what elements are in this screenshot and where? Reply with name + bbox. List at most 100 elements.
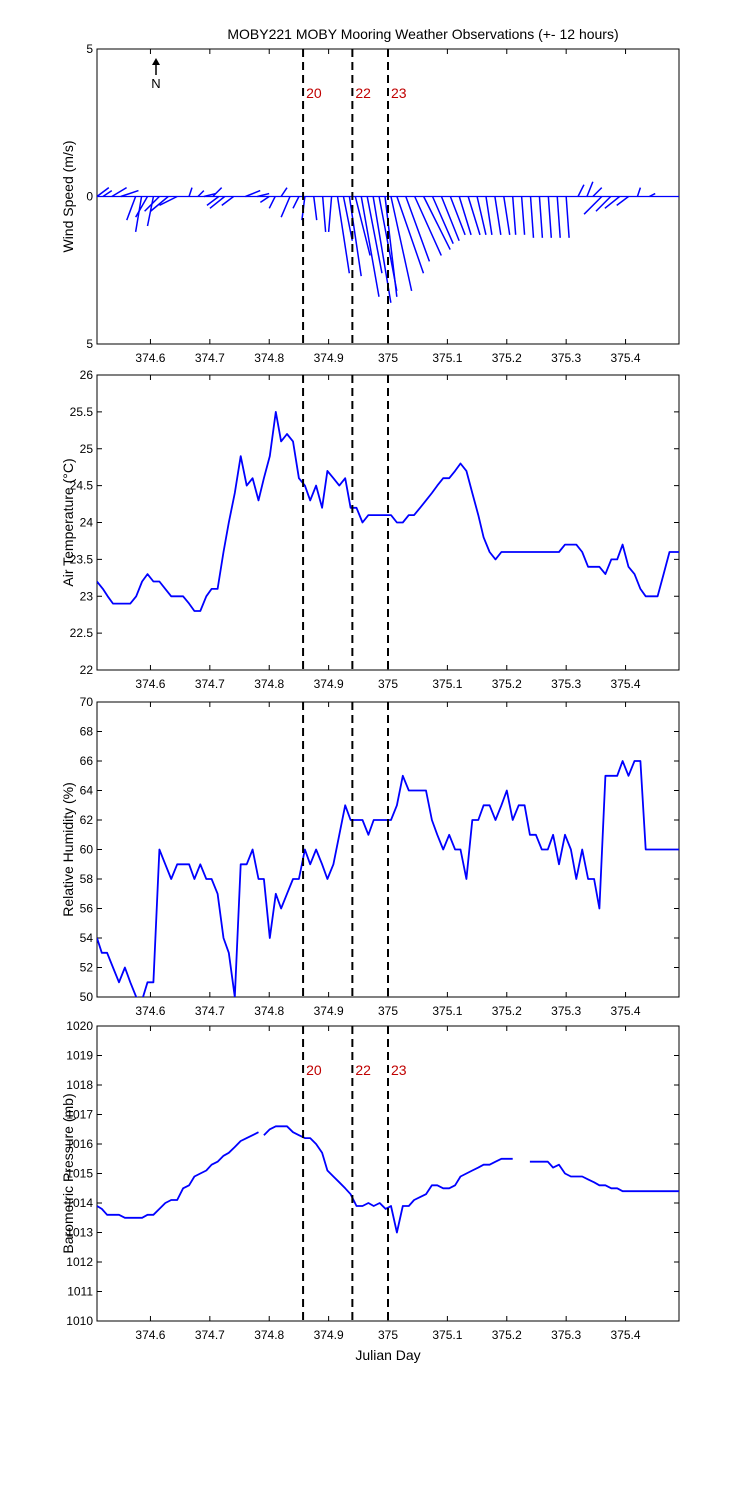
wind-vector — [102, 189, 113, 198]
marker-label: 20 — [306, 1062, 322, 1078]
wind-vector — [280, 187, 288, 197]
wind-vector — [414, 196, 442, 256]
x-tick-label: 375.2 — [492, 1328, 522, 1342]
y-tick-label: 23 — [80, 589, 94, 603]
y-tick-label: 1020 — [66, 1019, 93, 1033]
wind-vector — [150, 195, 169, 212]
y-tick-label: 24 — [80, 516, 94, 530]
y-tick-label: 68 — [80, 725, 94, 739]
wind-vector — [547, 196, 553, 238]
wind-vector — [97, 187, 110, 198]
y-tick-label: 5 — [86, 42, 93, 56]
x-tick-label: 374.7 — [195, 677, 225, 691]
wind-vector — [126, 196, 137, 221]
wind-vector — [604, 195, 621, 209]
wind-vector — [348, 196, 362, 277]
x-tick-label: 375 — [378, 1004, 398, 1018]
y-tick-label: 66 — [80, 754, 94, 768]
wind-vector — [520, 196, 526, 235]
chart-panels: 374.6 374.7 374.8 374.9 375 375.1 375.2 375.3 37… — [60, 42, 680, 1342]
wind-vector — [354, 196, 371, 256]
x-tick-label: 374.6 — [135, 351, 165, 365]
data-line — [97, 760, 679, 997]
wind-vector — [197, 190, 205, 198]
x-tick-label: 375.2 — [492, 677, 522, 691]
wind-vector — [342, 196, 354, 241]
wind-vector — [538, 196, 544, 238]
y-tick-label: 23.5 — [70, 552, 94, 566]
data-layer — [97, 410, 679, 612]
y-tick-label: 22.5 — [70, 626, 94, 640]
y-tick-label: 62 — [80, 813, 94, 827]
wind-vector — [259, 195, 270, 204]
wind-vector — [390, 196, 413, 292]
x-tick-label: 374.6 — [135, 1328, 165, 1342]
x-tick-label: 374.7 — [195, 1004, 225, 1018]
x-tick-label: 375 — [378, 677, 398, 691]
data-layer — [97, 1125, 679, 1234]
panel-1: 374.6 374.7 374.8 374.9 375 375.1 375.2 375.3 37… — [60, 42, 680, 365]
wind-vector — [648, 192, 656, 198]
wind-vector — [212, 187, 223, 198]
wind-vector — [467, 196, 481, 236]
wind-vector — [511, 196, 517, 235]
marker-label: 20 — [306, 85, 322, 101]
wind-vector — [595, 195, 612, 212]
wind-vector — [583, 195, 603, 215]
y-tick-label: 54 — [80, 931, 94, 945]
x-tick-label: 375.4 — [611, 1004, 641, 1018]
wind-vector — [431, 196, 454, 245]
wind-vector — [577, 184, 585, 197]
wind-vector — [556, 196, 561, 238]
panel-3: 374.6 374.7 374.8 374.9 375 375.1 375.2 375.3 37… — [60, 695, 680, 1018]
y-tick-label: 60 — [80, 843, 94, 857]
x-tick-label: 375.1 — [432, 1328, 462, 1342]
wind-vector — [405, 196, 431, 262]
wind-vector — [586, 181, 594, 197]
wind-vector — [188, 187, 193, 197]
x-tick-label: 375 — [378, 1328, 398, 1342]
x-tick-label: 375.2 — [492, 351, 522, 365]
x-tick-label: 374.8 — [254, 1004, 284, 1018]
marker-label: 22 — [355, 85, 371, 101]
x-tick-label: 374.9 — [314, 1328, 344, 1342]
wind-vector — [221, 195, 235, 206]
x-tick-label: 375.3 — [551, 1004, 581, 1018]
wind-vector — [360, 196, 380, 297]
y-tick-label: 1012 — [66, 1255, 93, 1269]
wind-vector — [292, 196, 300, 209]
figure-title: MOBY221 MOBY Mooring Weather Observation… — [227, 26, 618, 42]
data-layer — [97, 760, 679, 997]
y-tick-label: 1013 — [66, 1226, 93, 1240]
wind-vector — [422, 196, 451, 250]
y-tick-label: 1011 — [67, 1285, 93, 1299]
y-tick-label: 1017 — [66, 1108, 93, 1122]
y-tick-label: 52 — [80, 961, 94, 975]
wind-vector — [449, 196, 466, 236]
x-axis-label: Julian Day — [355, 1347, 420, 1363]
wind-vector — [203, 192, 216, 198]
y-tick-label: 1018 — [66, 1078, 93, 1092]
y-axis-label: Air Temperature (°C) — [60, 458, 76, 586]
wind-vector — [366, 196, 383, 274]
y-tick-label: 22 — [80, 663, 94, 677]
y-tick-label: 25 — [80, 442, 94, 456]
y-tick-label: 1016 — [66, 1137, 93, 1151]
wind-vector — [135, 196, 149, 218]
x-tick-label: 374.6 — [135, 1004, 165, 1018]
y-axis-label: Wind Speed (m/s) — [60, 140, 76, 252]
x-tick-label: 375.2 — [492, 1004, 522, 1018]
y-tick-label: 5 — [86, 337, 93, 351]
wind-vector — [336, 196, 351, 274]
wind-vector — [111, 187, 127, 198]
wind-vector — [485, 196, 493, 235]
wind-vector — [268, 196, 276, 209]
wind-vector — [616, 195, 629, 206]
x-tick-label: 374.9 — [314, 677, 344, 691]
x-tick-label: 374.8 — [254, 351, 284, 365]
north-arrow-head-icon — [152, 58, 160, 65]
wind-vector — [529, 196, 535, 238]
wind-vector — [384, 196, 398, 297]
wind-vector — [144, 195, 160, 212]
